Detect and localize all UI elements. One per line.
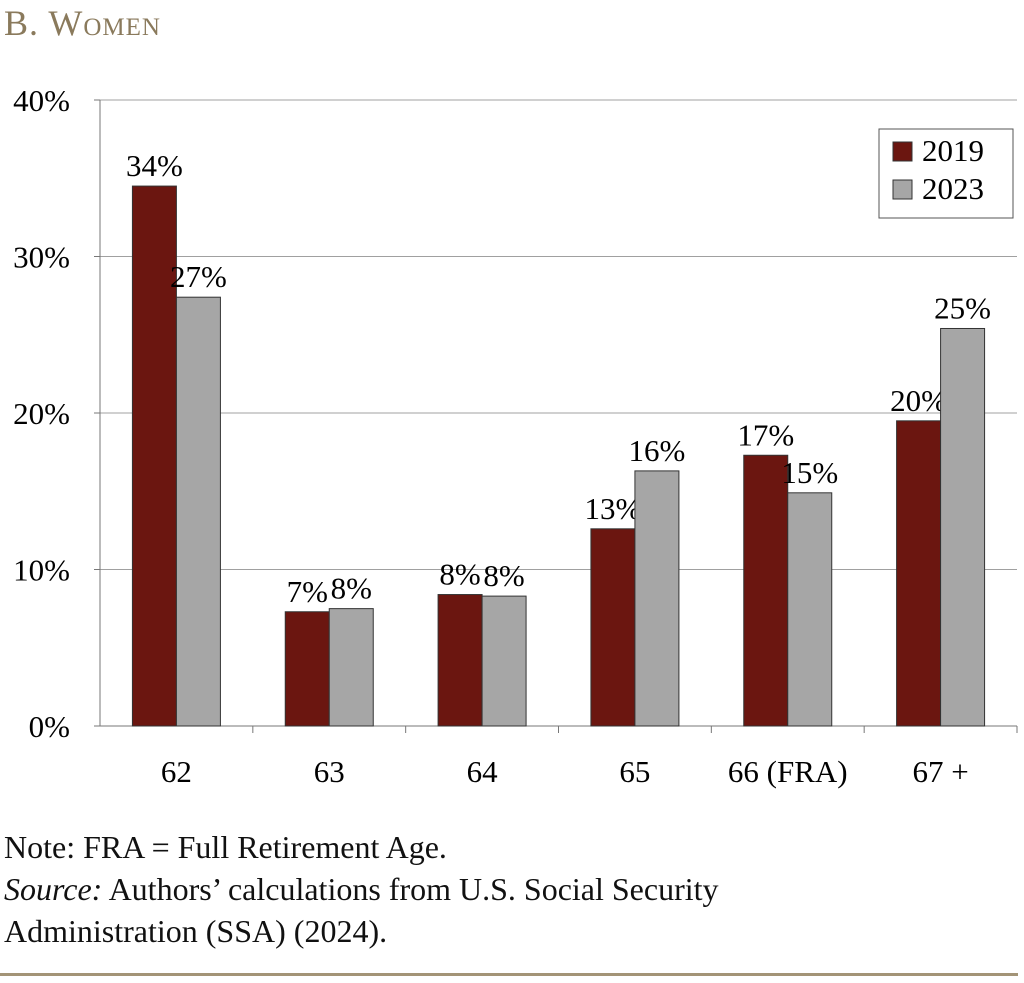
y-tick-label: 30% xyxy=(13,240,70,275)
data-label: 16% xyxy=(629,433,686,468)
chart-title: B. Women xyxy=(4,3,161,43)
legend-label: 2023 xyxy=(922,171,984,206)
bar-2023 xyxy=(481,595,527,727)
bar-2023 xyxy=(328,608,374,727)
note-text: Note: FRA = Full Retirement Age. xyxy=(4,829,447,865)
data-label: 13% xyxy=(585,491,642,526)
y-tick-label: 10% xyxy=(13,553,70,588)
bottom-rule xyxy=(0,973,1018,976)
bar-2023 xyxy=(787,492,833,727)
data-label: 17% xyxy=(737,417,794,452)
data-label: 27% xyxy=(170,259,227,294)
bar-2023 xyxy=(175,296,221,727)
y-tick-label: 40% xyxy=(13,83,70,118)
data-label: 15% xyxy=(781,455,838,490)
x-tick-label: 67 + xyxy=(912,754,968,789)
bar-2023 xyxy=(940,327,986,727)
legend-swatch-2019 xyxy=(892,141,913,162)
bar-2019 xyxy=(284,611,330,727)
data-label: 34% xyxy=(126,148,183,183)
source-body: Authors’ calculations from U.S. Social S… xyxy=(102,871,719,907)
x-tick-label: 62 xyxy=(161,754,192,789)
legend-swatch-2023 xyxy=(892,179,913,200)
data-label: 8% xyxy=(439,557,480,592)
bar-2019 xyxy=(896,420,942,727)
data-label: 20% xyxy=(890,383,947,418)
x-tick-label: 64 xyxy=(467,754,499,789)
y-tick-label: 0% xyxy=(29,709,70,744)
data-label: 7% xyxy=(287,574,328,609)
bar-2019 xyxy=(437,594,483,727)
data-label: 25% xyxy=(934,290,991,325)
x-tick-label: 65 xyxy=(619,754,650,789)
source-text: Source: Authors’ calculations from U.S. … xyxy=(4,868,719,910)
data-label: 8% xyxy=(331,571,372,606)
x-tick-label: 66 (FRA) xyxy=(728,754,848,789)
bar-2019 xyxy=(131,185,177,727)
source-label: Source: xyxy=(4,871,103,907)
bar-2023 xyxy=(634,470,680,727)
y-tick-label: 20% xyxy=(13,396,70,431)
x-tick-label: 63 xyxy=(314,754,345,789)
source-text-2: Administration (SSA) (2024). xyxy=(4,913,388,949)
legend-label: 2019 xyxy=(922,133,984,168)
data-label: 8% xyxy=(483,558,524,593)
bar-2019 xyxy=(590,528,636,727)
bar-2019 xyxy=(743,454,789,727)
